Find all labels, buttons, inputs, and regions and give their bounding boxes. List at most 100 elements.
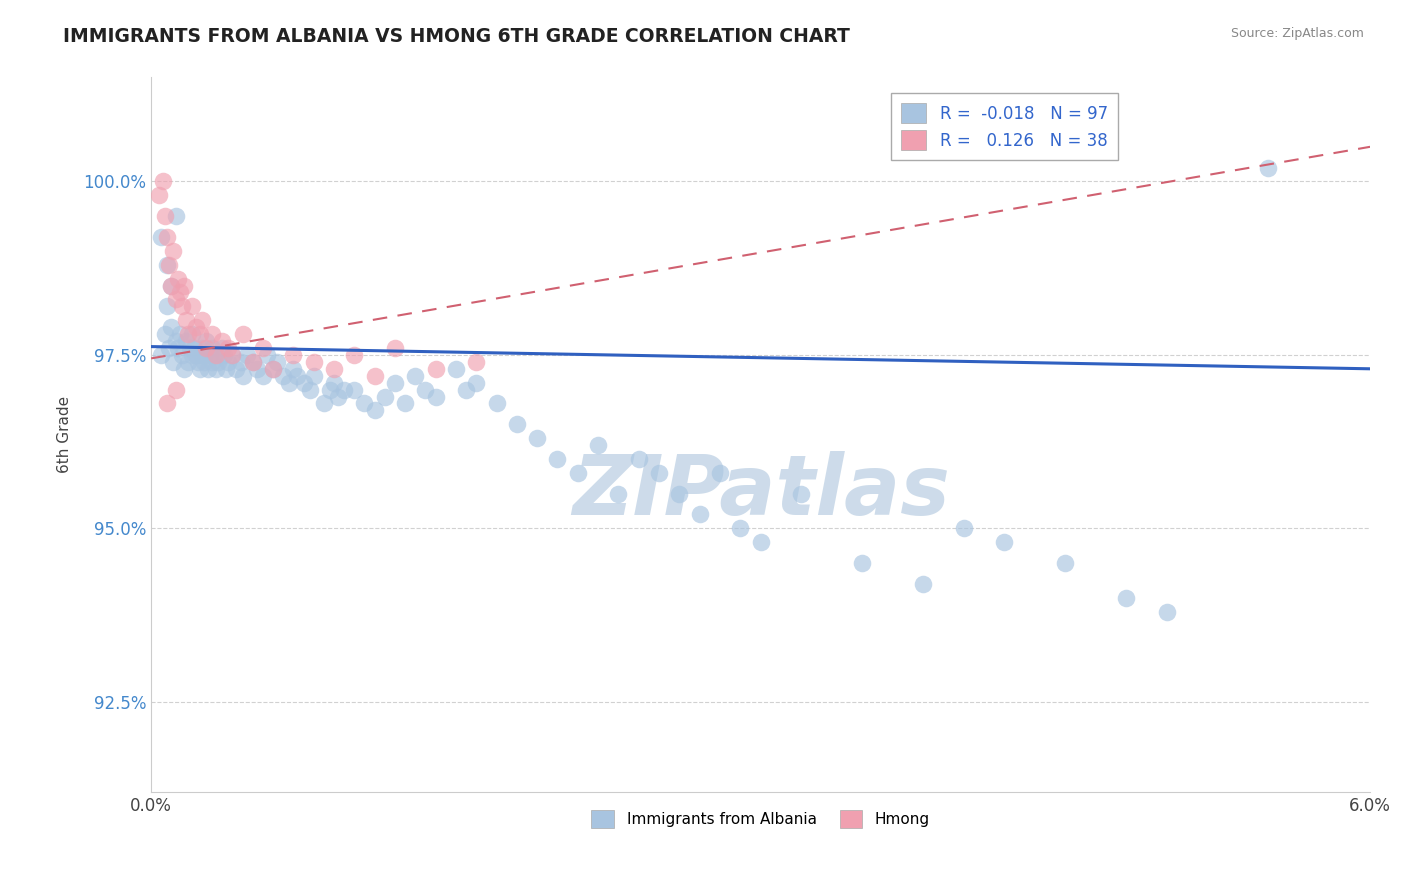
Point	[278, 376, 301, 390]
Point	[184, 348, 207, 362]
Point	[1156, 605, 1178, 619]
Point	[235, 348, 257, 362]
Point	[166, 271, 188, 285]
Point	[1257, 161, 1279, 175]
Point	[283, 348, 305, 362]
Point	[160, 278, 183, 293]
Point	[242, 355, 264, 369]
Point	[668, 486, 690, 500]
Point	[709, 466, 731, 480]
Point	[465, 376, 488, 390]
Point	[205, 361, 228, 376]
Point	[170, 348, 193, 362]
Point	[384, 341, 406, 355]
Point	[262, 361, 284, 376]
Point	[215, 361, 238, 376]
Point	[201, 327, 224, 342]
Point	[159, 258, 181, 272]
Point	[415, 383, 437, 397]
Point	[242, 355, 264, 369]
Point	[160, 278, 183, 293]
Point	[384, 376, 406, 390]
Point	[155, 327, 177, 342]
Point	[221, 348, 243, 362]
Point	[191, 348, 214, 362]
Legend: Immigrants from Albania, Hmong: Immigrants from Albania, Hmong	[585, 804, 936, 834]
Point	[333, 383, 356, 397]
Point	[156, 396, 179, 410]
Point	[363, 403, 385, 417]
Point	[174, 334, 197, 348]
Point	[1115, 591, 1137, 605]
Point	[246, 361, 269, 376]
Point	[790, 486, 813, 500]
Point	[169, 285, 191, 300]
Point	[302, 355, 325, 369]
Point	[353, 396, 375, 410]
Point	[252, 368, 274, 383]
Point	[232, 327, 254, 342]
Point	[166, 341, 188, 355]
Point	[1054, 556, 1077, 570]
Point	[165, 293, 187, 307]
Point	[195, 334, 218, 348]
Point	[394, 396, 416, 410]
Point	[287, 368, 309, 383]
Point	[184, 320, 207, 334]
Point	[292, 376, 315, 390]
Point	[183, 341, 205, 355]
Point	[180, 348, 202, 362]
Point	[177, 355, 200, 369]
Text: IMMIGRANTS FROM ALBANIA VS HMONG 6TH GRADE CORRELATION CHART: IMMIGRANTS FROM ALBANIA VS HMONG 6TH GRA…	[63, 27, 851, 45]
Text: ZIPatlas: ZIPatlas	[572, 451, 949, 533]
Point	[170, 299, 193, 313]
Point	[202, 348, 225, 362]
Point	[232, 368, 254, 383]
Point	[187, 355, 209, 369]
Point	[912, 577, 935, 591]
Point	[165, 334, 187, 348]
Point	[156, 258, 179, 272]
Point	[198, 348, 221, 362]
Point	[150, 230, 173, 244]
Point	[180, 299, 202, 313]
Point	[454, 383, 477, 397]
Point	[201, 341, 224, 355]
Point	[271, 368, 294, 383]
Point	[159, 341, 181, 355]
Point	[160, 320, 183, 334]
Point	[567, 466, 589, 480]
Point	[179, 341, 201, 355]
Point	[201, 355, 224, 369]
Point	[217, 341, 239, 355]
Point	[586, 438, 609, 452]
Point	[191, 313, 214, 327]
Point	[851, 556, 873, 570]
Point	[162, 355, 184, 369]
Point	[152, 174, 174, 188]
Point	[262, 361, 284, 376]
Point	[180, 327, 202, 342]
Point	[993, 535, 1015, 549]
Point	[211, 341, 233, 355]
Point	[323, 376, 346, 390]
Point	[165, 209, 187, 223]
Point	[188, 327, 211, 342]
Point	[148, 188, 170, 202]
Point	[188, 361, 211, 376]
Y-axis label: 6th Grade: 6th Grade	[58, 396, 72, 474]
Point	[343, 348, 366, 362]
Point	[444, 361, 467, 376]
Point	[546, 452, 568, 467]
Point	[217, 355, 239, 369]
Point	[195, 341, 218, 355]
Point	[162, 244, 184, 258]
Point	[689, 508, 711, 522]
Point	[343, 383, 366, 397]
Point	[323, 361, 346, 376]
Point	[169, 327, 191, 342]
Point	[173, 278, 195, 293]
Point	[165, 383, 187, 397]
Point	[749, 535, 772, 549]
Point	[607, 486, 630, 500]
